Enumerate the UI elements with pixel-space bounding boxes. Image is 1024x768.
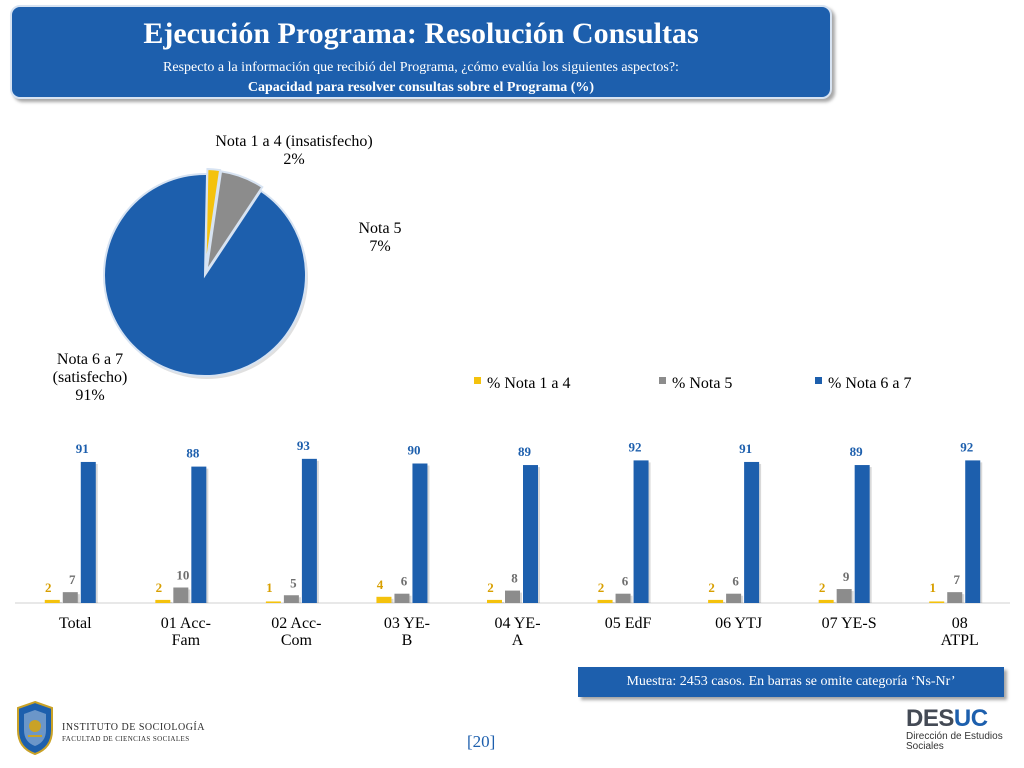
bar-value-0-7: 2 [819,580,826,595]
bar-2-3 [412,463,428,603]
slide-subtitle: Respecto a la información que recibió de… [163,60,679,75]
bar-2-8 [965,460,981,603]
bar-0-5 [597,599,613,603]
bar-value-1-6: 6 [732,574,739,589]
bar-category-5: 05 EdF [605,615,652,632]
bar-value-1-4: 8 [511,571,518,586]
bar-1-4 [505,590,520,603]
bar-category-7: 07 YE-S [822,615,877,632]
bar-1-2 [283,595,299,603]
bar-category-8: 08 ATPL [941,615,979,649]
sample-note: Muestra: 2453 casos. En barras se omite … [578,667,1004,697]
legend-label-1: % Nota 5 [672,375,732,392]
legend-swatch-0 [474,377,481,384]
bar-2-4 [523,465,538,603]
bar-value-2-0: 91 [76,441,89,456]
bar-category-6: 06 YTJ [715,615,762,632]
bar-2-5 [633,460,649,603]
institute-logo: INSTITUTO DE SOCIOLOGÍA FACULTAD DE CIEN… [14,700,204,760]
bar-1-7 [836,589,852,603]
desuc-brand: DESUC [906,705,1016,733]
bar-value-2-5: 92 [629,439,642,454]
bar-category-3: 03 YE-B [384,615,430,649]
legend-label-2: % Nota 6 a 7 [828,375,912,392]
bar-2-6 [744,461,760,603]
bar-value-2-4: 89 [518,444,532,459]
bar-0-4 [487,599,502,603]
desuc-brand-b: UC [953,705,988,732]
bar-category-1: 01 Acc-Fam [161,615,211,649]
bar-1-1 [173,587,189,603]
legend-swatch-1 [659,377,666,384]
bar-value-0-2: 1 [266,580,273,595]
bar-1-8 [947,592,963,603]
slide-title: Ejecución Programa: Resolución Consultas [143,17,699,50]
pie-label-1: Nota 5 7% [358,220,401,255]
bar-1-3 [394,593,410,603]
bar-category-2: 02 Acc-Com [271,615,321,649]
bar-value-1-2: 5 [290,575,297,590]
pie-slice-2 [103,173,307,377]
bar-value-2-1: 88 [186,446,200,461]
bar-value-2-7: 89 [850,444,864,459]
bar-value-2-2: 93 [297,438,311,453]
pie-label-2: Nota 6 a 7 (satisfecho) 91% [53,351,128,404]
bar-1-5 [615,593,631,603]
bar-value-2-3: 90 [407,443,420,458]
bar-0-1 [155,599,171,603]
bar-category-4: 04 YE-A [494,615,540,649]
bar-value-1-0: 7 [69,572,76,587]
bar-0-2 [265,601,281,603]
bar-value-1-8: 7 [953,572,960,587]
bar-2-1 [191,466,207,603]
university-seal-icon [17,700,53,756]
bar-2-2 [301,458,317,603]
bar-value-1-7: 9 [843,569,850,584]
bar-value-2-6: 91 [739,441,752,456]
bar-value-0-4: 2 [487,580,494,595]
desuc-sub-2: Sociales [906,741,944,752]
bar-0-0 [44,599,60,603]
pie-slice-1 [205,170,264,272]
bar-0-3 [376,596,392,603]
desuc-sub-1: Dirección de Estudios [906,731,1003,742]
bar-1-0 [62,592,78,603]
bar-1-6 [726,593,742,603]
pie-slice-0 [204,168,222,271]
bar-value-1-1: 10 [176,568,189,583]
desuc-logo: DESUC Dirección de Estudios Sociales [906,705,1016,761]
institute-faculty: FACULTAD DE CIENCIAS SOCIALES [62,735,190,743]
pie-label-0: Nota 1 a 4 (insatisfecho) 2% [215,133,372,168]
bar-0-7 [818,599,834,603]
slide-subtitle-bold: Capacidad para resolver consultas sobre … [247,80,595,95]
bar-0-6 [708,599,724,603]
bar-value-1-3: 6 [401,574,408,589]
bar-value-0-1: 2 [156,580,163,595]
bar-0-8 [929,601,945,603]
bar-value-0-0: 2 [45,580,52,595]
bar-2-7 [854,465,870,603]
bar-value-0-5: 2 [598,580,605,595]
legend-swatch-2 [815,377,822,384]
bar-category-0: Total [59,615,92,632]
bar-value-0-8: 1 [929,580,936,595]
bar-2-0 [80,461,96,603]
bar-value-2-8: 92 [960,439,973,454]
slide-header: Ejecución Programa: Resolución Consultas… [10,5,832,99]
bar-value-0-3: 4 [377,577,384,592]
desuc-brand-a: DES [906,705,954,732]
institute-name: INSTITUTO DE SOCIOLOGÍA [62,722,205,733]
legend-label-0: % Nota 1 a 4 [487,375,571,392]
page-number: [20] [467,732,496,751]
bar-value-1-5: 6 [622,574,629,589]
bar-value-0-6: 2 [708,580,715,595]
